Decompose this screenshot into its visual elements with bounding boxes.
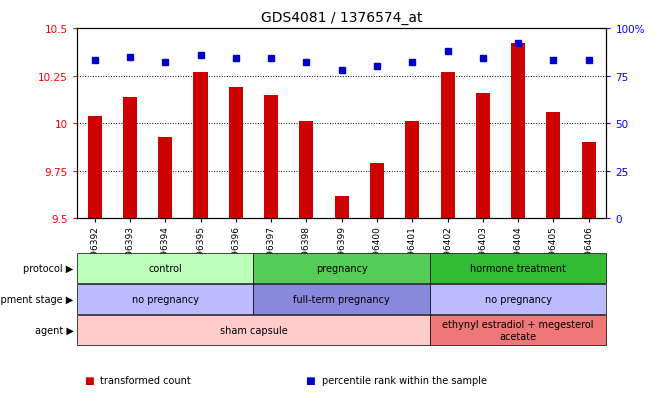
Text: no pregnancy: no pregnancy — [484, 294, 551, 304]
Bar — [158, 137, 172, 219]
Text: ■: ■ — [305, 375, 315, 385]
Bar — [88, 116, 102, 219]
Text: ■: ■ — [84, 375, 94, 385]
Bar — [299, 122, 314, 219]
Text: control: control — [148, 263, 182, 273]
Text: sham capsule: sham capsule — [220, 325, 287, 335]
Bar — [228, 88, 243, 219]
Text: pregnancy: pregnancy — [316, 263, 368, 273]
Text: percentile rank within the sample: percentile rank within the sample — [322, 375, 486, 385]
Text: development stage ▶: development stage ▶ — [0, 294, 74, 304]
Bar — [194, 73, 208, 219]
Text: agent ▶: agent ▶ — [35, 325, 74, 335]
Bar — [123, 97, 137, 219]
Text: full-term pregnancy: full-term pregnancy — [293, 294, 390, 304]
Bar — [264, 95, 278, 219]
Text: protocol ▶: protocol ▶ — [23, 263, 74, 273]
Bar — [334, 196, 349, 219]
Title: GDS4081 / 1376574_at: GDS4081 / 1376574_at — [261, 11, 423, 25]
Bar — [511, 44, 525, 219]
Text: no pregnancy: no pregnancy — [132, 294, 199, 304]
Text: transformed count: transformed count — [100, 375, 191, 385]
Text: hormone treatment: hormone treatment — [470, 263, 566, 273]
Bar — [546, 112, 561, 219]
Bar — [476, 93, 490, 219]
Bar — [582, 143, 596, 219]
Bar — [370, 164, 384, 219]
Bar — [405, 122, 419, 219]
Bar — [440, 73, 455, 219]
Text: ethynyl estradiol + megesterol
acetate: ethynyl estradiol + megesterol acetate — [442, 319, 594, 341]
